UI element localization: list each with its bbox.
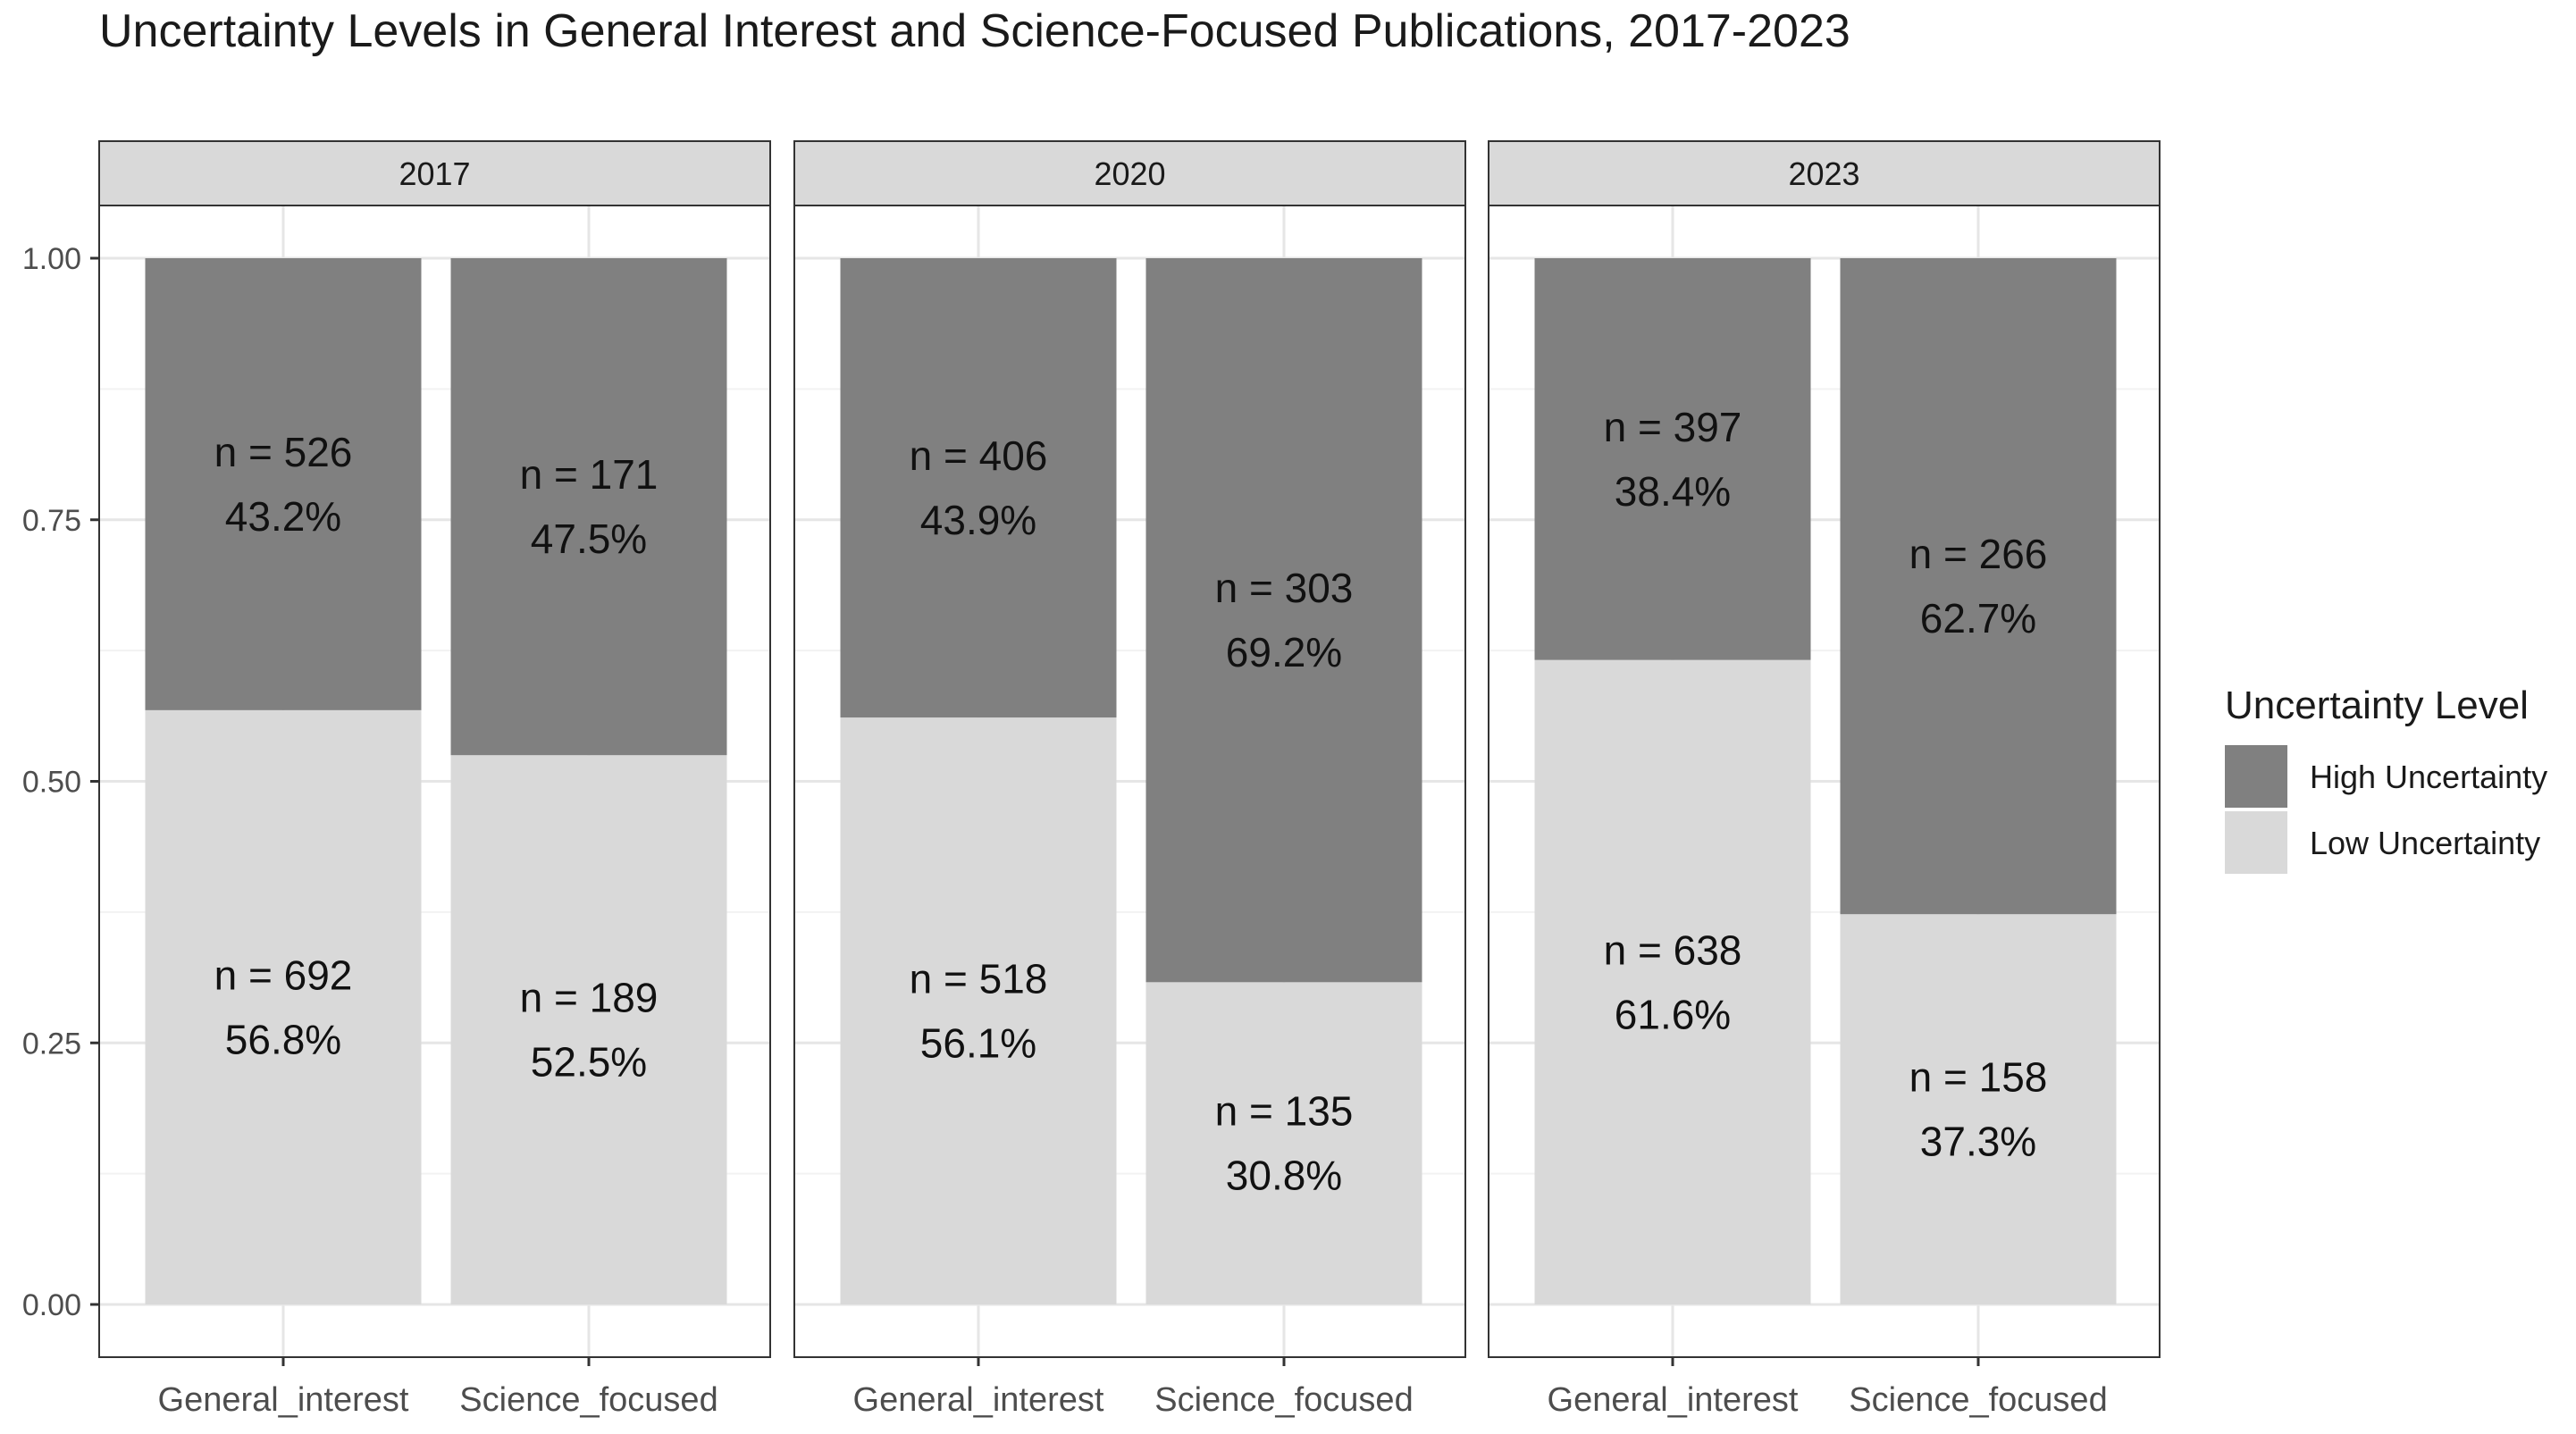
legend-key-low-uncertainty bbox=[2225, 811, 2287, 874]
data-label-pct: 43.2% bbox=[225, 493, 341, 540]
data-label-n: n = 638 bbox=[1604, 927, 1742, 973]
data-label-pct: 62.7% bbox=[1920, 595, 2036, 642]
x-tick-label: General_interest bbox=[158, 1381, 409, 1419]
x-tick-label: General_interest bbox=[1548, 1381, 1799, 1419]
data-label-pct: 56.1% bbox=[920, 1020, 1036, 1067]
y-tick-label: 0.75 bbox=[22, 504, 81, 538]
y-tick-label: 1.00 bbox=[22, 242, 81, 276]
bar-high-uncertainty bbox=[1145, 258, 1422, 983]
facet-label: 2020 bbox=[1094, 155, 1165, 192]
bar-low-uncertainty bbox=[1534, 659, 1811, 1304]
data-label-n: n = 406 bbox=[910, 432, 1048, 479]
bar-high-uncertainty bbox=[840, 258, 1117, 718]
data-label-pct: 38.4% bbox=[1615, 468, 1731, 515]
bar-high-uncertainty bbox=[145, 258, 422, 710]
data-label-pct: 37.3% bbox=[1920, 1119, 2036, 1165]
data-label-n: n = 266 bbox=[1909, 531, 2048, 577]
x-tick-label: Science_focused bbox=[459, 1381, 717, 1419]
bar-low-uncertainty bbox=[450, 755, 727, 1304]
data-label-n: n = 518 bbox=[910, 956, 1048, 1002]
bar-high-uncertainty bbox=[450, 258, 727, 756]
data-label-n: n = 303 bbox=[1215, 565, 1354, 611]
bar-low-uncertainty bbox=[1840, 914, 2117, 1304]
bar-low-uncertainty bbox=[145, 709, 422, 1304]
facet-strip-2020 bbox=[793, 140, 1466, 206]
bar-low-uncertainty bbox=[840, 717, 1117, 1304]
data-label-pct: 61.6% bbox=[1615, 991, 1731, 1037]
bar-high-uncertainty bbox=[1840, 258, 2117, 915]
data-label-n: n = 189 bbox=[520, 975, 659, 1021]
bar-high-uncertainty bbox=[1534, 258, 1811, 660]
data-label-n: n = 158 bbox=[1909, 1054, 2048, 1101]
data-label-pct: 47.5% bbox=[531, 516, 647, 562]
data-label-pct: 69.2% bbox=[1226, 629, 1342, 675]
facet-label: 2023 bbox=[1788, 155, 1859, 192]
facet-strip-2023 bbox=[1488, 140, 2161, 206]
legend-title: Uncertainty Level bbox=[2225, 683, 2529, 727]
legend-key-high-uncertainty bbox=[2225, 745, 2287, 808]
data-label-n: n = 397 bbox=[1604, 404, 1742, 450]
legend-label: High Uncertainty bbox=[2310, 759, 2547, 795]
data-label-n: n = 692 bbox=[214, 952, 353, 998]
legend-label: Low Uncertainty bbox=[2310, 825, 2540, 861]
x-tick-label: General_interest bbox=[853, 1381, 1104, 1419]
data-label-n: n = 135 bbox=[1215, 1088, 1354, 1135]
data-label-pct: 43.9% bbox=[920, 497, 1036, 543]
data-label-pct: 52.5% bbox=[531, 1039, 647, 1086]
y-tick-label: 0.50 bbox=[22, 766, 81, 800]
data-label-pct: 56.8% bbox=[225, 1016, 341, 1062]
chart-title: Uncertainty Levels in General Interest a… bbox=[99, 5, 1850, 57]
bar-low-uncertainty bbox=[1145, 982, 1422, 1304]
x-tick-label: Science_focused bbox=[1154, 1381, 1413, 1419]
data-label-pct: 30.8% bbox=[1226, 1153, 1342, 1199]
facet-label: 2017 bbox=[399, 155, 470, 192]
y-tick-label: 0.25 bbox=[22, 1027, 81, 1061]
facet-strip-2017 bbox=[98, 140, 771, 206]
data-label-n: n = 171 bbox=[520, 451, 659, 498]
x-tick-label: Science_focused bbox=[1849, 1381, 2107, 1419]
data-label-n: n = 526 bbox=[214, 429, 353, 475]
y-tick-label: 0.00 bbox=[22, 1288, 81, 1322]
